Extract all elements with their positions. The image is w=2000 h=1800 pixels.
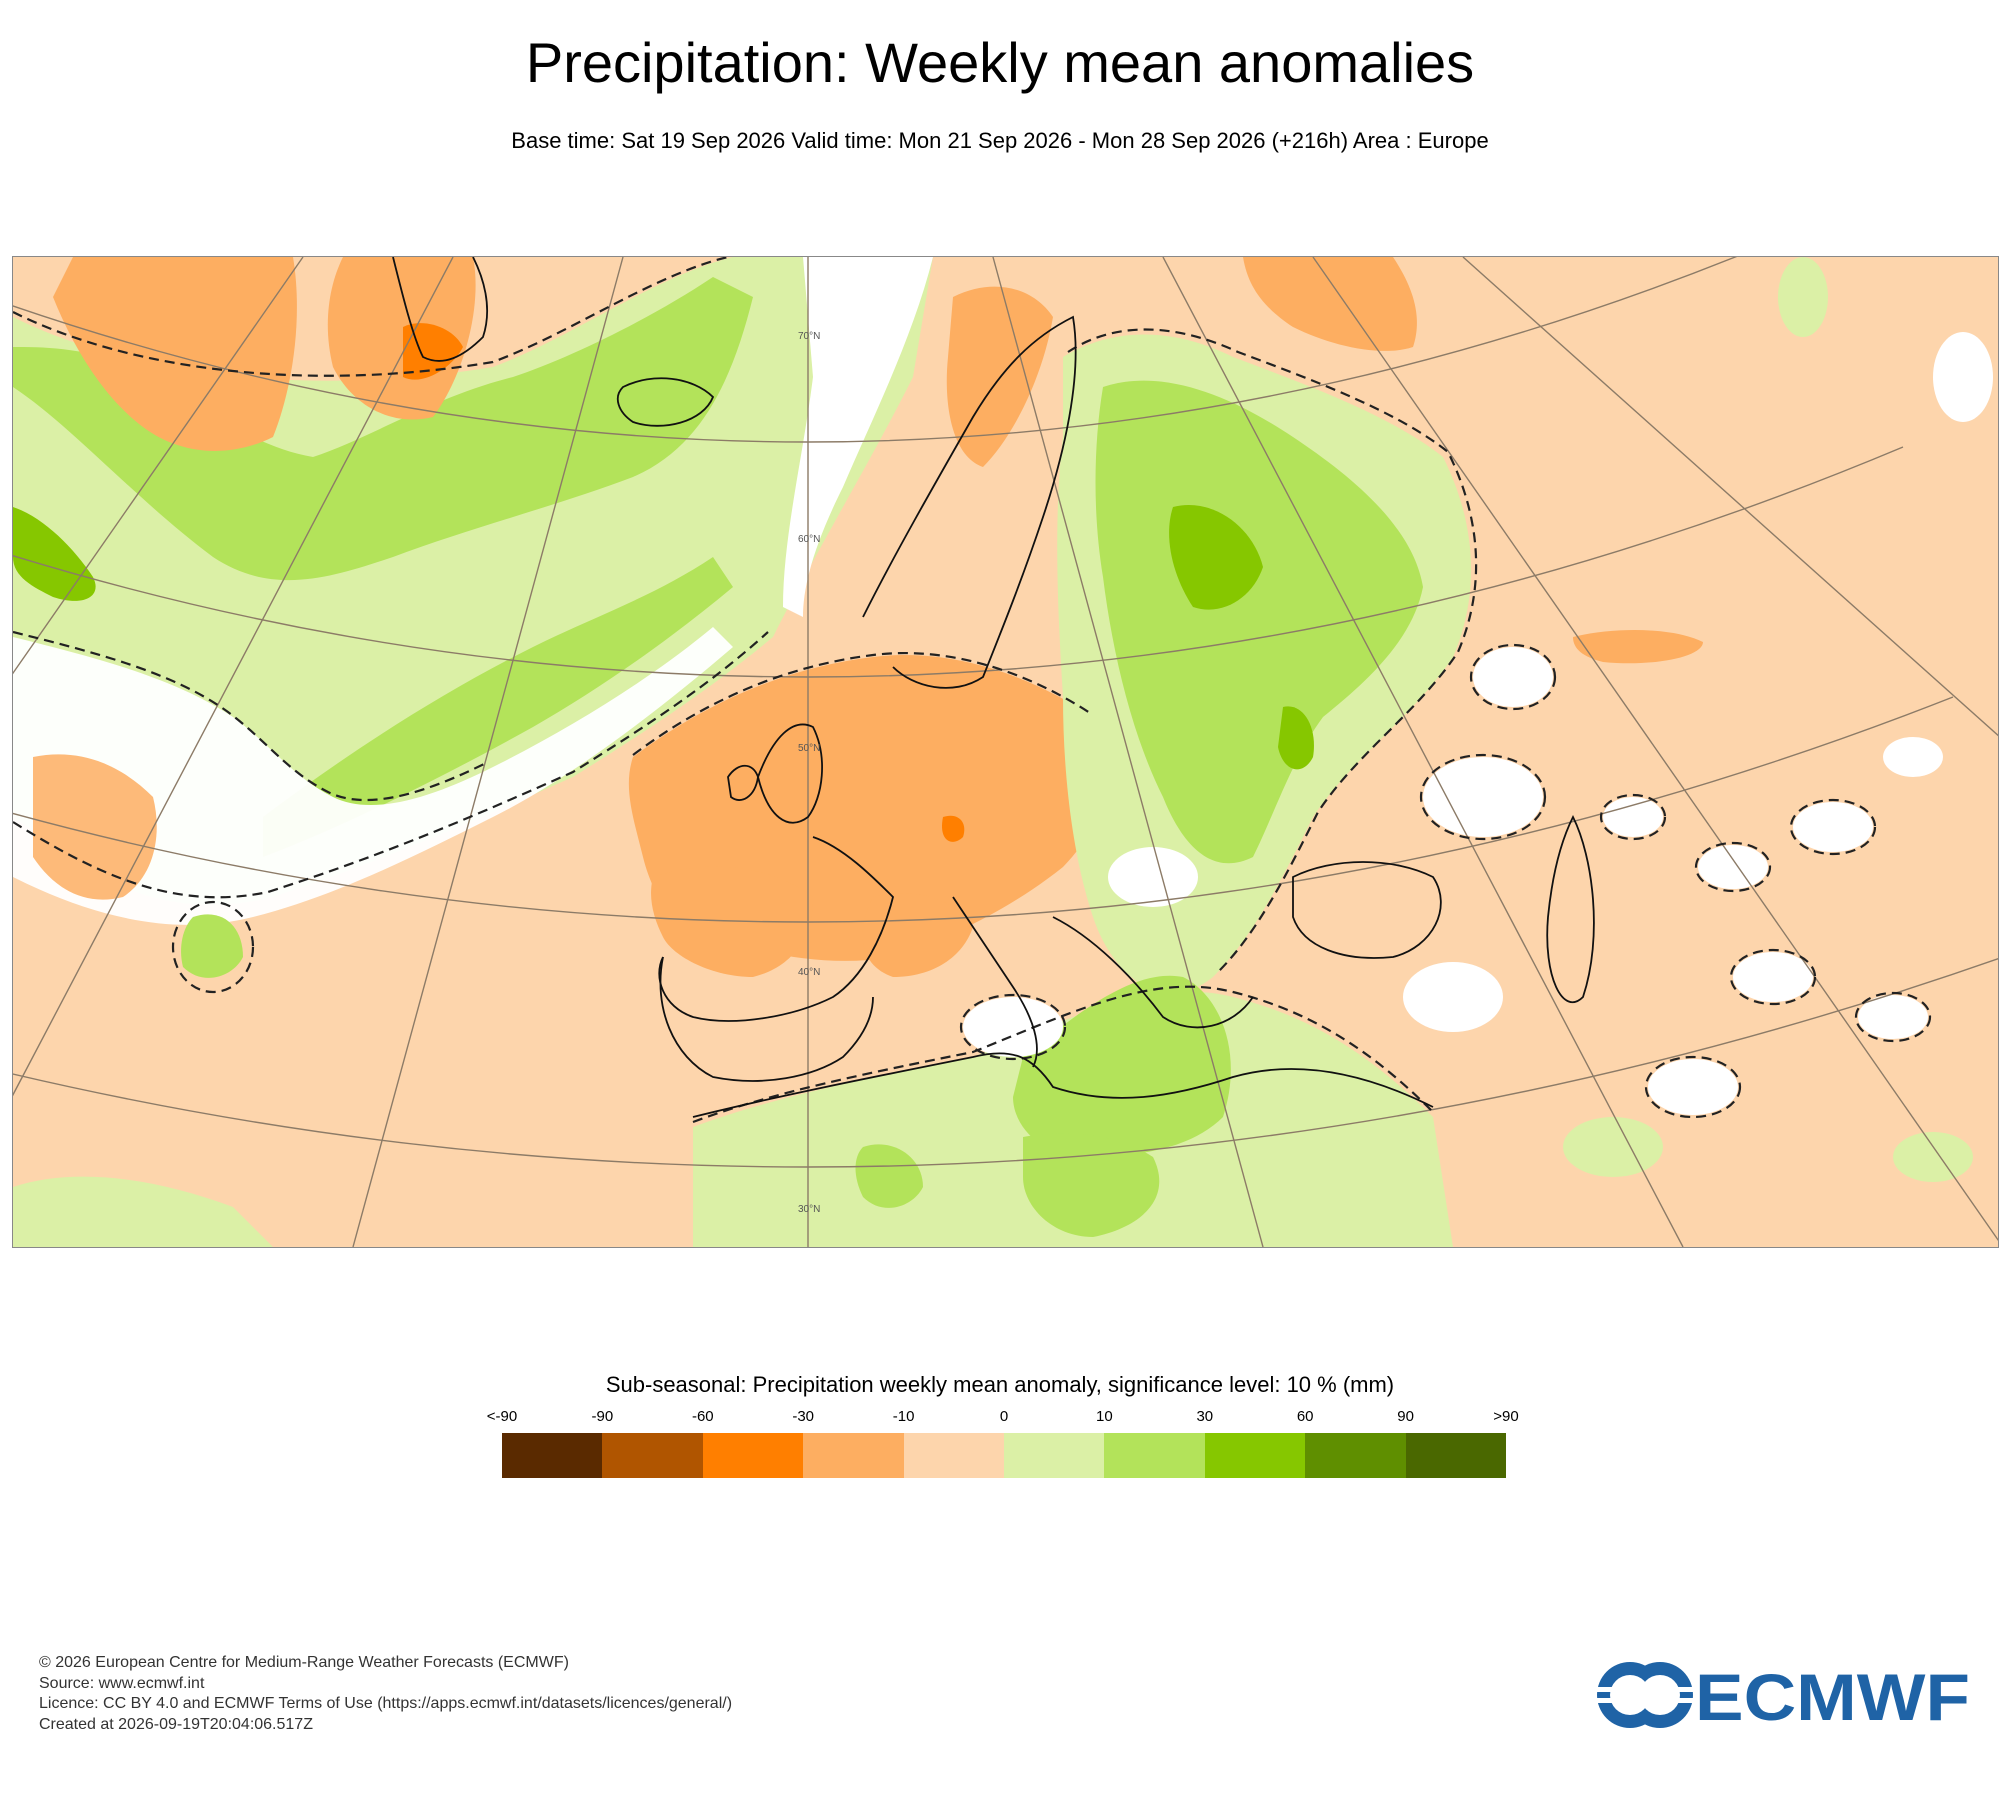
anomaly-map[interactable]: 70°N 60°N 50°N 40°N 30°N [12, 256, 1999, 1248]
eastern-europe-green-core [1095, 380, 1423, 864]
legend-title: Sub-seasonal: Precipitation weekly mean … [605, 1372, 1395, 1397]
legend-tick-labels: <-90 -90 -60 -30 -10 0 10 30 60 90 >90 [487, 1408, 1519, 1428]
azores-green-spot [181, 914, 243, 978]
ecmwf-logo-text: ECMWF [1695, 1660, 1970, 1730]
legend-swatch-1 [602, 1433, 703, 1478]
legend-tick-5: 0 [999, 1408, 1009, 1425]
black-sea-coast [1292, 861, 1442, 959]
meridian-w3 [13, 257, 304, 675]
greenland-orange [53, 257, 297, 451]
legend-tick-4: -10 [892, 1408, 915, 1425]
legend-tick-8: 60 [1296, 1408, 1314, 1425]
page-title: Precipitation: Weekly mean anomalies [525, 31, 1475, 94]
alps-dark-orange [942, 815, 965, 842]
atlantic-green-lower [263, 557, 733, 857]
page-subtitle: Base time: Sat 19 Sep 2026 Valid time: M… [511, 128, 1489, 153]
legend-swatch-0 [502, 1433, 603, 1478]
legend-swatch-2 [702, 1433, 804, 1478]
atlantic-dark-green-spot [13, 507, 96, 601]
caspian-coast [1546, 814, 1595, 1004]
iceland-coast [616, 377, 715, 427]
western-europe-coast [658, 836, 894, 1022]
legend-swatch-9 [1405, 1433, 1507, 1478]
atlantic-white-strip [13, 627, 733, 925]
italy-coast [952, 896, 1038, 1068]
north-africa-coast [692, 1052, 1434, 1118]
north-africa-green-core [1023, 1133, 1160, 1237]
footer-source: Source: www.ecmwf.int [39, 1674, 205, 1692]
iberia-coast [659, 956, 874, 1082]
greenland-coast [392, 257, 489, 362]
eastern-europe-dark-green [1169, 505, 1263, 610]
legend-swatch-6 [1104, 1433, 1205, 1478]
graticule [13, 257, 1998, 1247]
map-canvas: 70°N 60°N 50°N 40°N 30°N [13, 257, 1998, 1247]
meridian-e2 [1162, 257, 1684, 1247]
legend-swatch-5 [1004, 1433, 1105, 1478]
legend-tick-9: 90 [1397, 1408, 1414, 1425]
lat-label-40n: 40°N [798, 967, 820, 978]
black-sea-dark-green [1278, 706, 1314, 770]
footer-copyright: © 2026 European Centre for Medium-Range … [39, 1654, 569, 1671]
lat-label-30n: 30°N [798, 1204, 820, 1215]
greenland-east-orange [327, 257, 476, 420]
scandinavia-coast [862, 315, 1077, 689]
legend-tick-0: <-90 [486, 1408, 518, 1425]
legend-tick-6: 10 [1096, 1408, 1113, 1425]
latitude-labels: 70°N 60°N 50°N 40°N 30°N [798, 331, 820, 1215]
lat-label-60n: 60°N [798, 534, 820, 545]
sw-atlantic-green [13, 1176, 273, 1247]
lat-label-50n: 50°N [798, 743, 820, 754]
legend-color-bar [502, 1433, 1507, 1478]
ireland-coast [727, 764, 759, 801]
footer-licence: Licence: CC BY 4.0 and ECMWF Terms of Us… [39, 1695, 733, 1712]
iberia-orange [651, 866, 813, 977]
meridian-e4 [1462, 257, 1998, 737]
algeria-green-spot [855, 1144, 923, 1208]
meridian-e3 [1312, 257, 1998, 1242]
lat-label-70n: 70°N [798, 331, 820, 342]
caspian-orange [1573, 630, 1703, 664]
legend-swatch-8 [1305, 1433, 1406, 1478]
central-med-green-core [1013, 975, 1231, 1157]
legend-tick-10: >90 [1493, 1408, 1519, 1425]
legend-swatch-7 [1204, 1433, 1306, 1478]
legend-tick-1: -90 [591, 1408, 614, 1425]
significance-contours [13, 257, 1932, 1124]
legend-tick-3: -30 [792, 1408, 815, 1425]
sw-atlantic-orange [33, 754, 157, 900]
italy-orange [862, 893, 973, 977]
eastern-white-patches [963, 332, 1993, 1115]
ne-russia-orange [1243, 257, 1417, 351]
meridian-w1 [352, 257, 624, 1247]
legend-tick-2: -60 [691, 1408, 714, 1425]
ecmwf-logo: ECMWF [1595, 1660, 1975, 1734]
greenland-dark-orange [403, 323, 463, 380]
british-isles-coast [757, 723, 823, 824]
legend-swatch-4 [903, 1433, 1005, 1478]
footer-credits: © 2026 European Centre for Medium-Range … [39, 1653, 732, 1735]
atlantic-green-core [13, 277, 753, 581]
balkans-coast [1052, 916, 1254, 1029]
legend-tick-7: 30 [1196, 1408, 1214, 1425]
legend-swatch-3 [803, 1433, 904, 1478]
meridian-w2 [13, 257, 454, 1097]
coastlines [392, 257, 1595, 1118]
scandinavia-white-strip [783, 257, 933, 617]
footer-created: Created at 2026-09-19T20:04:06.517Z [39, 1715, 313, 1733]
